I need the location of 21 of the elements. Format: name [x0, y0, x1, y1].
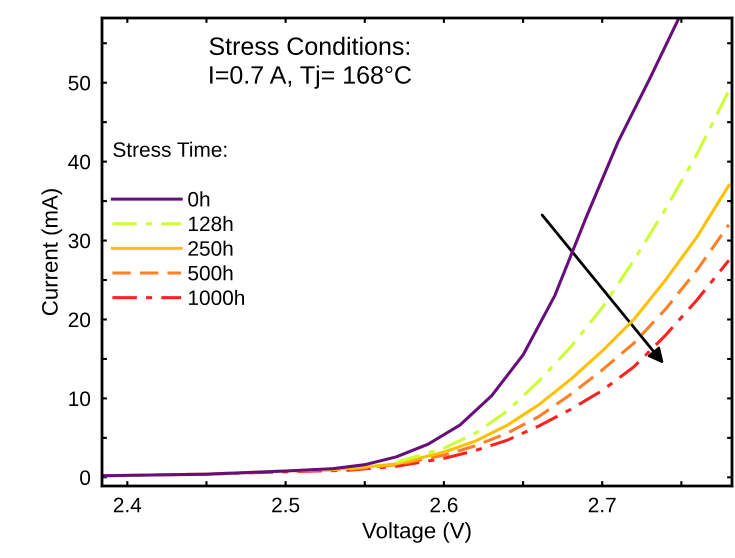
x-axis-title: Voltage (V)	[362, 522, 471, 543]
annotation: Stress Conditions: I=0.7 A, Tj= 168°C	[210, 36, 412, 89]
legend-title: Stress Time:	[113, 142, 226, 157]
y-tick-label: 30	[68, 234, 90, 248]
line-series	[102, 18, 680, 478]
y-tick-label: 20	[68, 312, 90, 328]
y-tick-label: 50	[68, 76, 90, 90]
y-axis-title: Current (mA)	[41, 189, 62, 316]
legend-label: 250h	[188, 240, 232, 256]
x-tick-label: 2.6	[430, 498, 458, 512]
legend-label: 0h	[188, 191, 210, 207]
line-series	[394, 89, 730, 464]
legend-label: 1000h	[189, 290, 244, 306]
y-tick-label: 10	[69, 391, 90, 406]
x-tick-label: 2.7	[588, 498, 616, 512]
legend-label: 500h	[188, 265, 232, 280]
x-tick-label: 2.5	[272, 498, 300, 512]
x-tick-label: 2.4	[114, 498, 142, 512]
legend-label: 128h	[189, 216, 232, 232]
y-tick-label: 40	[68, 154, 90, 170]
y-tick-label: 0	[80, 470, 90, 486]
